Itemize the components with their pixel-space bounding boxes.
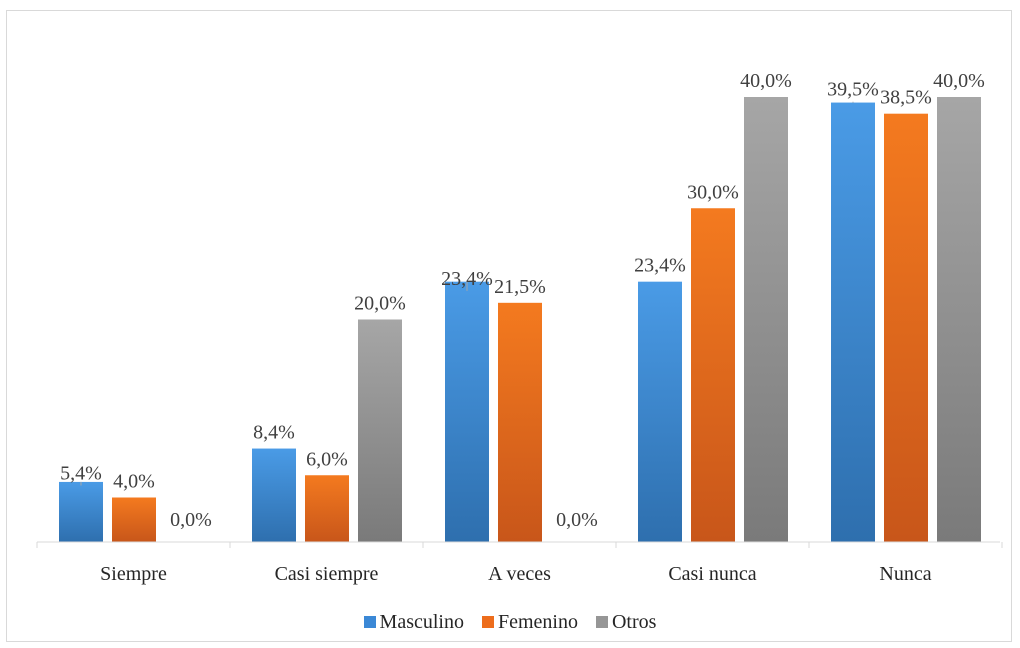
data-label: 6,0% bbox=[306, 448, 348, 470]
data-label: 40,0% bbox=[740, 70, 792, 92]
legend-label-otros: Otros bbox=[611, 610, 657, 633]
data-label: 0,0% bbox=[556, 509, 598, 531]
legend-swatch-otros bbox=[595, 616, 608, 628]
bar bbox=[744, 97, 788, 542]
legend-label-femenino: Femenino bbox=[497, 610, 578, 633]
x-tick-label: Casi nunca bbox=[668, 563, 756, 585]
bar bbox=[445, 281, 489, 542]
data-label: 20,0% bbox=[354, 293, 406, 315]
data-label: 38,5% bbox=[880, 87, 932, 109]
legend-swatch-masculino bbox=[363, 616, 376, 628]
bar bbox=[358, 319, 402, 542]
x-tick-label: A veces bbox=[488, 563, 551, 585]
data-label: 23,4% bbox=[634, 255, 686, 277]
bar bbox=[59, 481, 103, 542]
x-tick-label: Nunca bbox=[879, 563, 931, 585]
legend-label-masculino: Masculino bbox=[379, 610, 464, 633]
bar bbox=[498, 302, 542, 542]
legend-item-masculino: Masculino bbox=[363, 610, 464, 634]
bar bbox=[305, 475, 349, 542]
bar-chart: 5,4% 4,0%0,0%8,4%6,0%20,0%23,4% 21,5%0,0%2… bbox=[36, 70, 1003, 585]
data-label: 4,0% bbox=[113, 471, 155, 493]
data-label: 0,0% bbox=[170, 509, 212, 531]
legend-swatch-femenino bbox=[481, 616, 494, 628]
data-label: 23,4% bbox=[441, 268, 493, 290]
x-tick-label: Siempre bbox=[100, 563, 167, 585]
data-label: 30,0% bbox=[687, 181, 739, 203]
bar bbox=[831, 102, 875, 542]
legend-item-otros: Otros bbox=[595, 610, 657, 634]
bar bbox=[884, 113, 928, 542]
bar bbox=[638, 281, 682, 542]
bar bbox=[937, 97, 981, 542]
legend: Masculino Femenino Otros bbox=[0, 608, 1020, 636]
data-label: 8,4% bbox=[253, 422, 295, 444]
data-label: 40,0% bbox=[933, 70, 985, 92]
bar bbox=[112, 497, 156, 542]
data-label: 5,4% bbox=[60, 463, 102, 485]
bar bbox=[252, 448, 296, 542]
bar bbox=[691, 208, 735, 542]
x-tick-label: Casi siempre bbox=[275, 563, 379, 585]
data-label: 21,5% bbox=[494, 276, 546, 298]
legend-item-femenino: Femenino bbox=[481, 610, 578, 634]
data-label: 39,5% bbox=[827, 79, 879, 101]
